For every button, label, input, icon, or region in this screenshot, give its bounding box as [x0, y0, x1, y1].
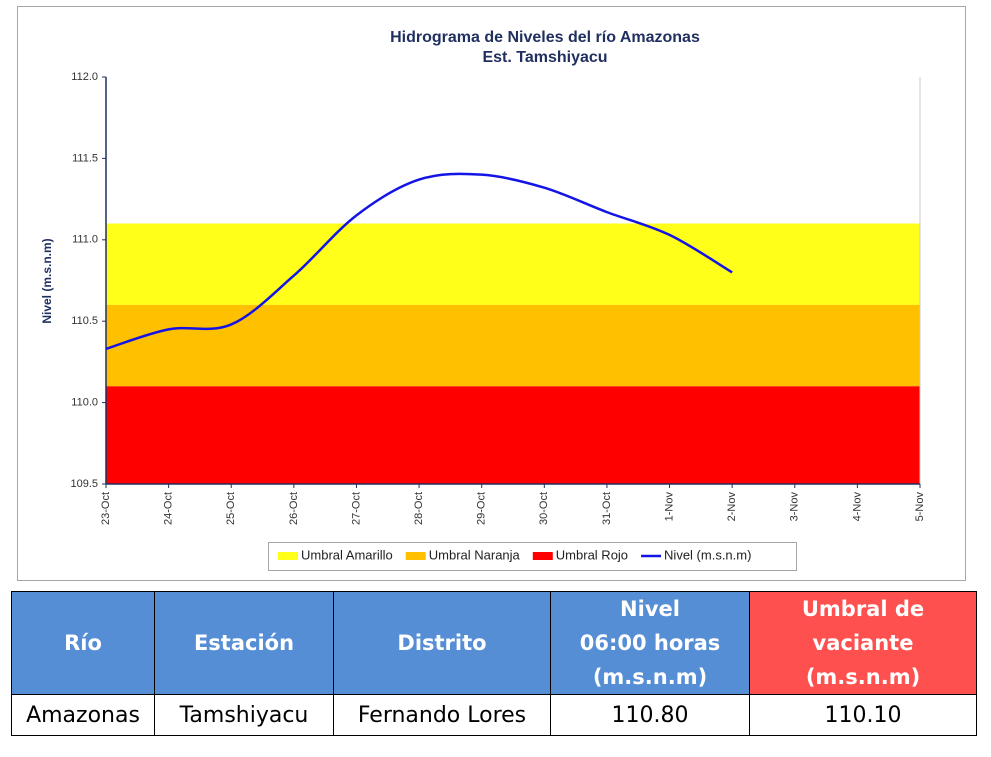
level-line — [105, 172, 733, 351]
header-text: Estación — [193, 631, 295, 655]
x-tick-label: 28-Oct — [413, 492, 425, 525]
x-tick-label: 4-Nov — [851, 492, 863, 522]
x-tick-label: 31-Oct — [601, 492, 613, 525]
legend-swatch — [405, 552, 426, 560]
header-cell: Umbral de vaciante (m.s.n.m) — [749, 591, 977, 695]
y-tick-label: 110.0 — [71, 397, 98, 409]
x-tick-label: 1-Nov — [663, 492, 675, 522]
y-tick-label: 111.0 — [72, 234, 98, 246]
chart-subtitle: Est. Tamshiyacu — [482, 49, 607, 66]
x-tick-label: 26-Oct — [288, 492, 300, 525]
header-text: vaciante — [812, 631, 914, 655]
header-text: (m.s.n.m) — [805, 665, 921, 689]
legend — [268, 542, 797, 571]
threshold-band — [106, 386, 920, 484]
threshold-band — [106, 304, 920, 387]
y-tick-label: 112.0 — [71, 71, 98, 83]
chart-title: Hidrograma de Niveles del río Amazonas — [390, 29, 700, 46]
y-axis-label: Nivel (m.s.n.m) — [40, 238, 54, 323]
x-tick-label: 23-Oct — [100, 492, 112, 525]
table-row: Amazonas Tamshiyacu Fernando Lores 110.80 11… — [11, 694, 977, 736]
legend-label: Umbral Naranja — [429, 547, 521, 562]
table-cell: Tamshiyacu — [154, 694, 334, 736]
header-cell: Río — [11, 591, 155, 695]
x-tick-label: 27-Oct — [350, 492, 362, 525]
header-text: 06:00 horas — [579, 631, 721, 655]
chart: Hidrograma de Niveles del río Amazonas E… — [17, 6, 966, 581]
y-tick-label: 111.5 — [72, 152, 98, 164]
legend-label: Umbral Amarillo — [301, 547, 393, 562]
x-tick-label: 29-Oct — [476, 492, 488, 525]
x-tick-label: 24-Oct — [163, 492, 175, 525]
header-row: Río Estación Distrito Nivel 06:00 horas (m.s.… — [11, 591, 977, 695]
header-text: Distrito — [397, 631, 487, 655]
y-tick-label: 109.5 — [70, 478, 98, 490]
x-tick-label: 25-Oct — [225, 492, 237, 525]
x-tick-label: 5-Nov — [914, 492, 926, 522]
header-text: Nivel — [620, 597, 680, 621]
threshold-band — [106, 223, 920, 305]
legend-swatch — [532, 552, 553, 560]
y-tick-label: 110.5 — [71, 315, 98, 327]
table-cell: Fernando Lores — [333, 694, 551, 736]
header-text: (m.s.n.m) — [592, 665, 708, 689]
table-cell: 110.10 — [749, 694, 977, 736]
x-tick-label: 3-Nov — [789, 492, 801, 522]
x-tick-label: 30-Oct — [538, 492, 550, 525]
header-text: Río — [64, 631, 102, 655]
legend-label: Nivel (m.s.n.m) — [664, 547, 751, 562]
header-text: Umbral de — [801, 597, 925, 621]
x-tick-label: 2-Nov — [726, 492, 738, 522]
header-cell: Nivel 06:00 horas (m.s.n.m) — [550, 591, 750, 695]
legend-label: Umbral Rojo — [556, 547, 628, 562]
header-cell: Estación — [154, 591, 334, 695]
table: Río Estación Distrito Nivel 06:00 horas (m.s.… — [11, 591, 977, 736]
legend-swatch — [278, 552, 298, 560]
table-cell: Amazonas — [11, 694, 155, 736]
header-cell: Distrito — [333, 591, 551, 695]
table-cell: 110.80 — [550, 694, 750, 736]
